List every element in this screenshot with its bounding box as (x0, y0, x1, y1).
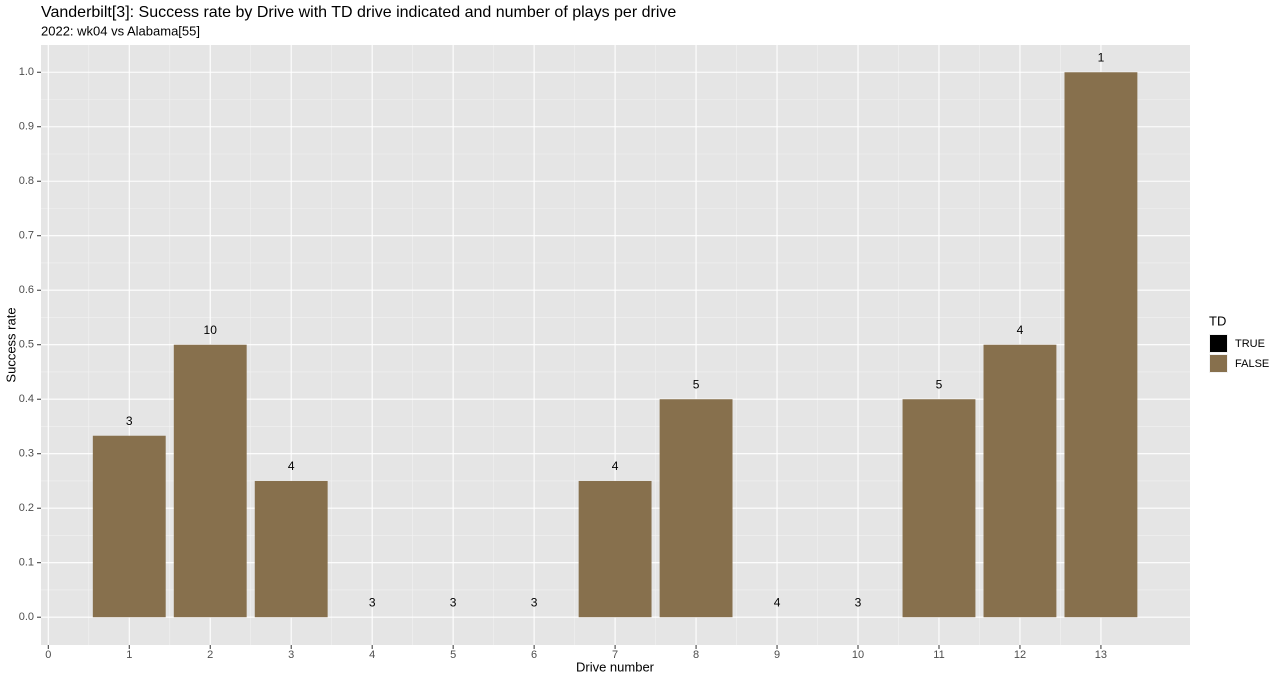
chart-title: Vanderbilt[3]: Success rate by Drive wit… (41, 4, 676, 21)
x-tick-label: 13 (1095, 649, 1107, 661)
data-label: 5 (936, 377, 943, 391)
y-tick-label: 0.2 (19, 502, 34, 514)
x-tick-label: 9 (774, 649, 780, 661)
y-tick-label: 0.8 (19, 175, 34, 187)
x-axis-title: Drive number (576, 659, 655, 674)
bar (902, 399, 976, 618)
x-tick-label: 5 (450, 649, 456, 661)
x-tick-label: 12 (1014, 649, 1026, 661)
x-tick-label: 10 (852, 649, 864, 661)
y-tick-label: 0.1 (19, 557, 34, 569)
data-label: 4 (612, 459, 619, 473)
y-tick-label: 0.0 (19, 611, 34, 623)
x-tick-label: 7 (612, 649, 618, 661)
x-tick-label: 1 (126, 649, 132, 661)
data-label: 4 (288, 459, 295, 473)
bar (578, 480, 652, 618)
x-tick-label: 4 (369, 649, 375, 661)
y-tick-label: 0.4 (19, 393, 34, 405)
chart-subtitle: 2022: wk04 vs Alabama[55] (41, 23, 200, 38)
data-label: 3 (450, 595, 457, 609)
x-tick-label: 0 (45, 649, 51, 661)
data-label: 3 (369, 595, 376, 609)
y-axis-title: Success rate (3, 307, 18, 382)
bar (659, 399, 733, 618)
y-tick-label: 0.3 (19, 448, 34, 460)
data-label: 3 (531, 595, 538, 609)
bar (92, 435, 166, 618)
bar (983, 344, 1057, 618)
data-label: 4 (774, 595, 781, 609)
y-tick-label: 1.0 (19, 66, 34, 78)
bar (1064, 72, 1138, 618)
x-tick-label: 6 (531, 649, 537, 661)
y-tick-label: 0.5 (19, 339, 34, 351)
data-label: 1 (1098, 50, 1105, 64)
legend-swatch (1210, 355, 1227, 372)
legend-title: TD (1209, 313, 1226, 328)
data-label: 10 (204, 323, 218, 337)
x-tick-label: 8 (693, 649, 699, 661)
legend-label: FALSE (1235, 358, 1269, 370)
x-tick-label: 2 (207, 649, 213, 661)
y-tick-label: 0.6 (19, 284, 34, 296)
y-tick-label: 0.7 (19, 230, 34, 242)
data-label: 4 (1017, 323, 1024, 337)
x-tick-label: 11 (933, 649, 944, 661)
data-label: 3 (126, 414, 133, 428)
legend-swatch (1210, 335, 1227, 352)
bar (254, 480, 328, 618)
data-label: 5 (693, 377, 700, 391)
bar (173, 344, 247, 618)
x-tick-label: 3 (288, 649, 294, 661)
y-tick-label: 0.9 (19, 121, 34, 133)
legend-label: TRUE (1235, 338, 1265, 350)
data-label: 3 (855, 595, 862, 609)
